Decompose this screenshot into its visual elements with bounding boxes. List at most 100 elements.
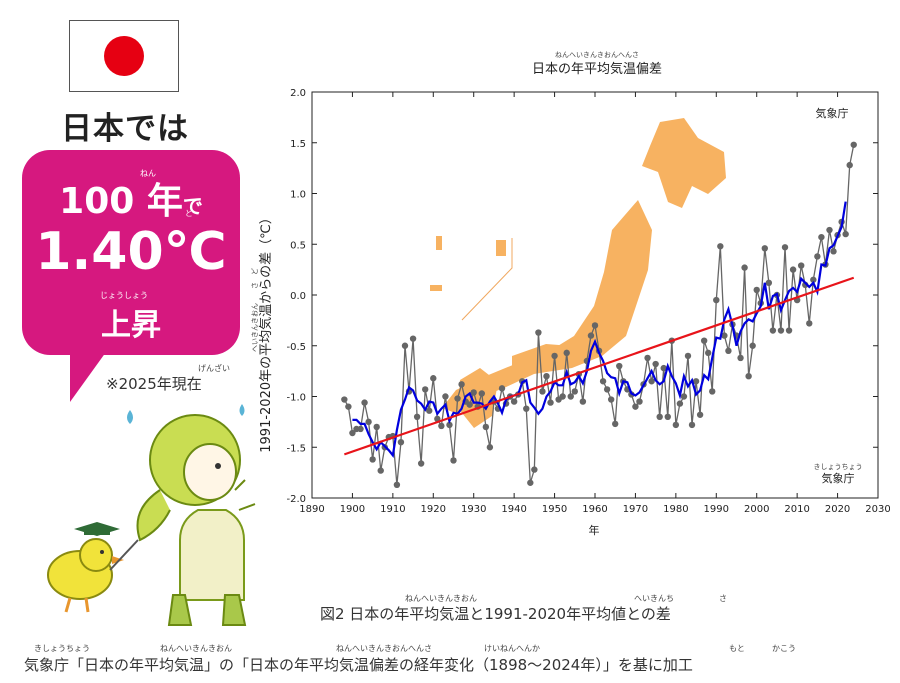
japan-map-background [430, 118, 726, 428]
annual-point [413, 413, 421, 420]
ruby-do: ど [185, 209, 193, 218]
bird-illustration [47, 522, 139, 613]
y-tick-label: -2.0 [286, 494, 306, 505]
figure-caption: 図2 日本の年平均気温と1991-2020年平均値との差 [320, 605, 671, 623]
x-tick-label: 1910 [380, 504, 405, 515]
bubble-tail [70, 352, 106, 402]
girl-illustration [127, 404, 256, 626]
annual-point [684, 352, 692, 360]
illustration [47, 404, 256, 626]
annual-point [810, 276, 817, 283]
annual-point [745, 373, 752, 380]
annual-point [607, 396, 615, 403]
annual-point [700, 337, 708, 344]
agency-bottom-ruby: きしょうちょう [814, 463, 863, 471]
years-text: 100 年で [22, 172, 240, 224]
source-ruby-f: かこう [772, 644, 796, 653]
x-tick-label: 1970 [623, 504, 648, 515]
speech-bubble: ねん ど 100 年で 1.40℃ じょうしょう 上昇 [22, 150, 240, 355]
map-inset-line [461, 238, 513, 321]
annual-point [741, 264, 748, 271]
ruby-nen: ねん [140, 169, 156, 178]
annual-point [587, 332, 595, 339]
annual-point [454, 395, 461, 402]
annual-point [377, 467, 384, 474]
annual-point [644, 354, 651, 362]
annual-point [846, 161, 853, 169]
annual-point [692, 378, 700, 385]
annual-point [579, 398, 587, 405]
annual-point [357, 425, 364, 433]
annual-point [535, 329, 542, 336]
annual-point [680, 393, 688, 400]
annual-point [539, 388, 546, 395]
annual-point [531, 466, 538, 473]
annual-point [761, 245, 768, 252]
annual-point [422, 386, 429, 393]
chart-title-ruby: ねんへいきんきおんへんさ [555, 51, 639, 59]
x-tick-label: 1920 [421, 504, 446, 515]
annual-point [688, 421, 696, 429]
source-ruby-a: きしょうちょう [34, 644, 90, 653]
annual-point [417, 460, 425, 467]
annual-point [818, 233, 825, 241]
rising-sun-circle [104, 36, 144, 76]
annual-point [765, 279, 773, 287]
annual-point [426, 407, 433, 414]
y-tick-label: -0.5 [286, 342, 306, 353]
trend-line [343, 276, 855, 456]
agency-label: 気象庁 [816, 106, 849, 120]
x-tick-label: 1980 [663, 504, 688, 515]
annual-point [599, 378, 607, 385]
annual-point [785, 327, 793, 334]
x-tick-label: 1990 [704, 504, 729, 515]
annual-point [543, 373, 550, 380]
annual-point [725, 347, 732, 355]
source-ruby-d: けいねんへんか [484, 644, 540, 653]
y-tick-label: 1.5 [290, 139, 306, 150]
x-tick-label: 1890 [299, 504, 324, 515]
annual-point [648, 378, 655, 385]
x-tick-label: 1900 [340, 504, 365, 515]
x-tick-label: 1930 [461, 504, 486, 515]
caption-ruby-c: さ [719, 594, 727, 603]
years-unit: 年 [146, 181, 183, 222]
annual-point [478, 390, 485, 397]
temperature-chart: ねんへいきんきおんへんさ 日本の年平均気温偏差 1890 1900 1910 1920… [251, 51, 890, 537]
source-ruby-c: ねんへいきんきおんへんさ [336, 644, 432, 653]
annual-point [696, 411, 704, 418]
chart-title: 日本の年平均気温偏差 [532, 61, 662, 77]
as-of-ruby: げんざい [198, 364, 230, 373]
annual-point [660, 364, 667, 372]
annual-point [705, 349, 712, 357]
annual-point [777, 327, 785, 334]
annual-point [717, 243, 724, 250]
annual-point [498, 385, 506, 392]
caption-ruby-b: へいきんち [634, 594, 674, 603]
annual-point [842, 230, 849, 238]
annual-point [612, 420, 619, 428]
x-tick-label: 2030 [865, 504, 890, 515]
annual-point [806, 320, 813, 327]
annual-point [458, 381, 465, 388]
annual-point [632, 403, 639, 410]
annual-point [721, 332, 728, 339]
annual-point [559, 393, 566, 400]
years-number: 100 [59, 181, 135, 222]
y-tick-label: -1.0 [286, 393, 306, 404]
x-tick-label: 2000 [744, 504, 769, 515]
annual-point [636, 398, 643, 405]
annual-point [749, 342, 756, 349]
y-axis-label: 1991-2020年の平均気温からの差（℃） [258, 211, 274, 452]
annual-point [446, 421, 453, 429]
annual-point [551, 352, 558, 360]
source-note: 気象庁「日本の年平均気温」の「日本の年平均気温偏差の経年変化（1898〜2024… [24, 656, 693, 674]
annual-point [442, 393, 449, 400]
annual-point [345, 403, 352, 410]
annual-point [830, 248, 837, 255]
annual-point [373, 423, 380, 431]
source-ruby-b: ねんへいきんきおん [160, 644, 232, 653]
rise-label: 上昇 [101, 308, 161, 343]
annual-point [781, 244, 789, 251]
annual-point [450, 457, 457, 464]
